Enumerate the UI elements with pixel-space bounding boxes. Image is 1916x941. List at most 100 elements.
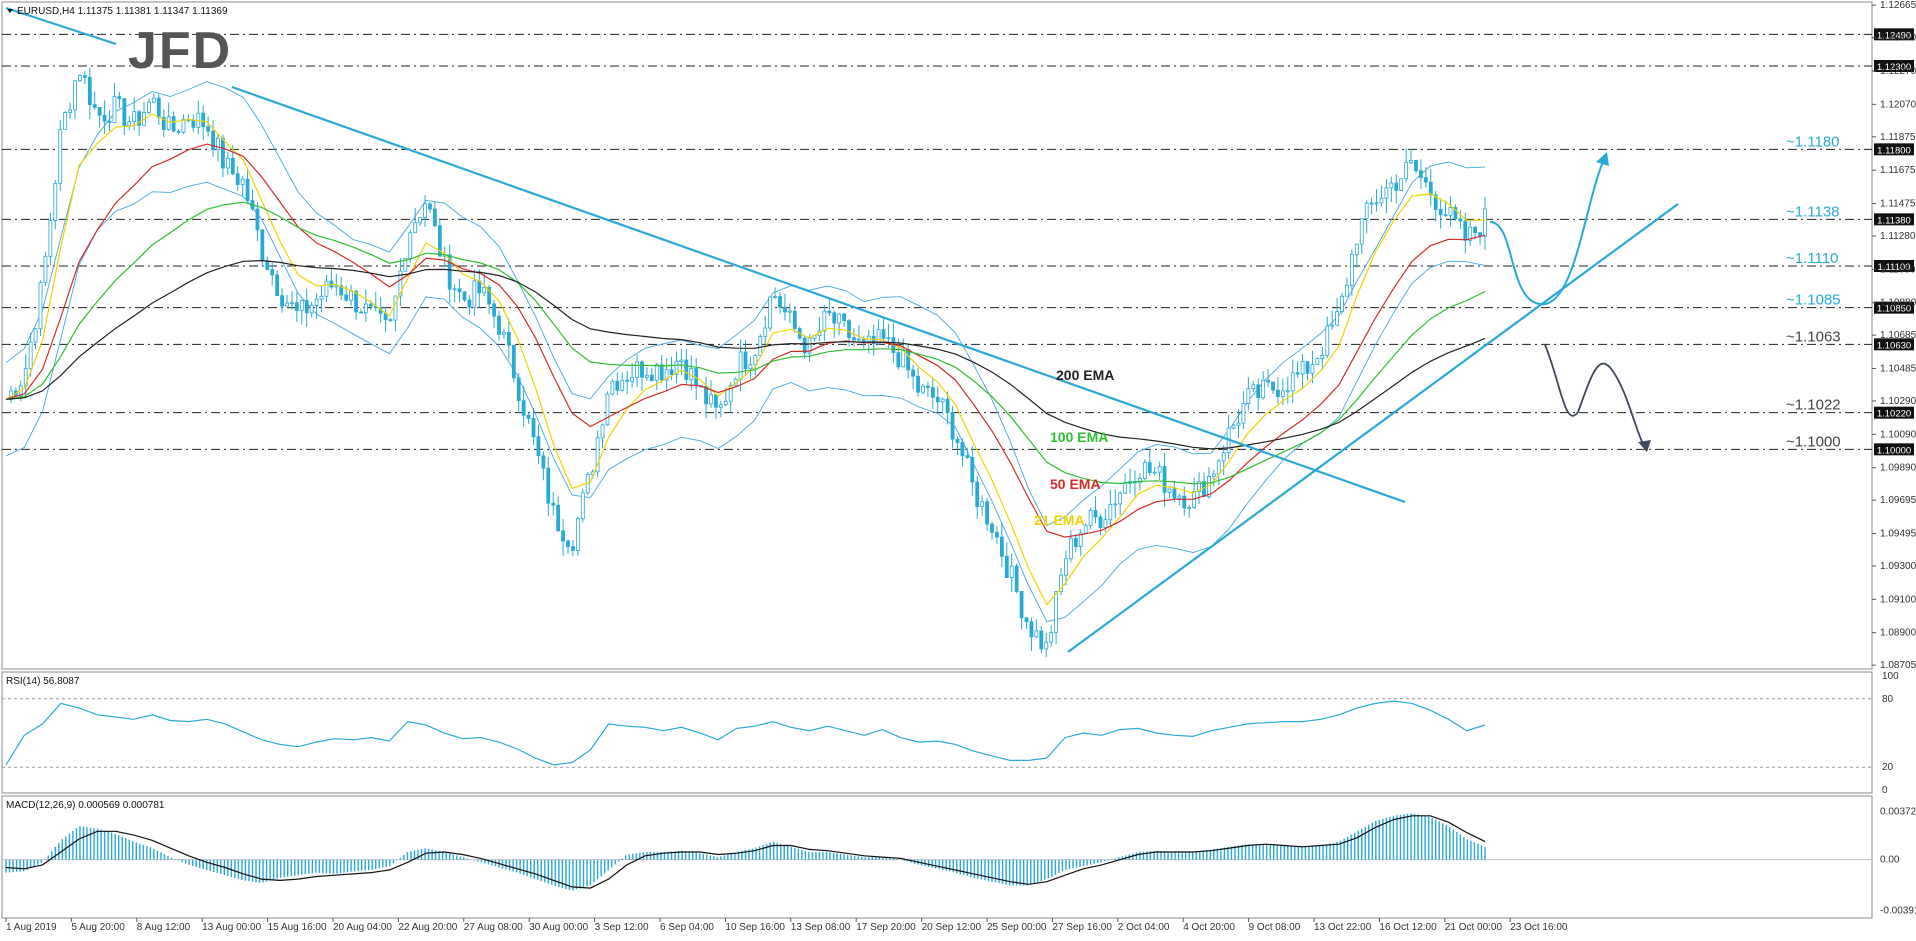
candle-body: [502, 331, 506, 335]
time-tick-label: 13 Sep 08:00: [791, 922, 851, 933]
candle-body: [1113, 503, 1118, 506]
bollinger-lower: [5, 181, 1486, 623]
candle-body: [546, 467, 551, 504]
candle-body: [314, 298, 319, 306]
price-tag-box: [1874, 301, 1914, 314]
price-tag-label: 1.11380: [1877, 215, 1911, 226]
candle-body: [206, 126, 211, 132]
price-tick-label: 1.10090: [1880, 429, 1916, 440]
candle-body: [1059, 574, 1063, 593]
candle-body: [999, 536, 1004, 557]
candle-body: [344, 294, 349, 301]
price-tick-label: 1.09890: [1880, 463, 1916, 474]
time-tick-label: 20 Aug 04:00: [333, 922, 392, 933]
time-tick-label: 22 Aug 20:00: [398, 922, 457, 933]
candle-body: [709, 394, 713, 405]
candle-body: [191, 120, 196, 128]
price-tick-label: 1.11475: [1880, 199, 1916, 210]
candle-body: [526, 414, 531, 419]
candle-body: [1231, 424, 1236, 429]
bearish-projection-path: [1544, 344, 1646, 449]
candle-body: [147, 101, 151, 113]
candle-body: [423, 203, 427, 218]
candle-body: [516, 377, 521, 402]
candle-body: [921, 385, 925, 393]
price-tag-label: 1.11800: [1877, 145, 1911, 156]
candle-body: [221, 137, 225, 169]
time-tick-label: 21 Oct 00:00: [1445, 922, 1503, 933]
candle-body: [1118, 492, 1123, 505]
candle-body: [935, 396, 940, 403]
candle-body: [911, 369, 916, 377]
trendlines: [5, 6, 1679, 653]
candle-body: [245, 178, 250, 202]
candle-body: [63, 112, 68, 131]
candle-body: [876, 329, 881, 345]
candle-body: [413, 222, 418, 234]
time-tick-label: 23 Oct 16:00: [1510, 922, 1568, 933]
price-tick-label: 1.12665: [1880, 0, 1916, 11]
time-tick-label: 27 Aug 08:00: [464, 922, 523, 933]
candle-body: [738, 351, 743, 380]
price-tick-label: 1.08705: [1880, 660, 1916, 671]
price-tick-label: 1.08900: [1880, 628, 1916, 639]
candle-body: [1369, 202, 1374, 205]
candle-body: [916, 375, 920, 393]
candle-body: [728, 384, 733, 402]
candle-body: [1354, 243, 1359, 255]
candle-body: [595, 437, 600, 473]
rsi-tick-label: 20: [1882, 762, 1894, 773]
level-annotation: ~1.1063: [1786, 328, 1841, 345]
candle-body: [556, 504, 561, 532]
price-axis: 1.12490 1.12300 1.11800 1.11380 1.11100 1.108…: [1872, 0, 1916, 671]
candle-body: [1409, 159, 1413, 164]
level-annotation: ~1.1022: [1786, 397, 1841, 414]
candle-body: [1271, 381, 1275, 391]
candle-body: [1088, 510, 1093, 526]
candle-body: [171, 116, 176, 132]
time-tick-label: 10 Sep 16:00: [725, 922, 785, 933]
bullish-projection-path: [1489, 156, 1606, 306]
rsi-panel: 100 80 20 0: [2, 671, 1899, 796]
time-tick-label: 17 Sep 20:00: [856, 922, 916, 933]
price-tag-box: [1874, 143, 1914, 156]
candle-body: [1138, 478, 1142, 484]
candle-body: [497, 315, 501, 335]
candle-body: [107, 120, 112, 123]
candle-body: [792, 310, 797, 329]
candle-body: [1083, 525, 1088, 534]
candle-body: [43, 255, 48, 284]
price-tick-label: 1.10685: [1880, 330, 1916, 341]
candle-body: [980, 501, 985, 507]
candle-body: [664, 369, 669, 381]
candle-body: [950, 412, 955, 440]
candle-body: [334, 285, 339, 288]
candle-body: [166, 116, 171, 130]
price-tag-box: [1874, 213, 1914, 226]
time-tick-label: 15 Aug 16:00: [268, 922, 327, 933]
candle-body: [970, 457, 975, 483]
ema-lines: [5, 113, 1486, 606]
candle-body: [1399, 178, 1404, 191]
candle-body: [472, 280, 477, 308]
candle-body: [679, 359, 684, 362]
price-tag-label: 1.12490: [1877, 30, 1911, 41]
dropdown-triangle-icon[interactable]: [7, 9, 13, 13]
level-annotation: ~1.1110: [1786, 250, 1838, 267]
ema21-line: [5, 113, 1486, 606]
projection-arrows: [1489, 152, 1651, 452]
candle-body: [1049, 632, 1054, 643]
candle-body: [1211, 473, 1216, 477]
candle-body: [1241, 403, 1246, 424]
time-tick-label: 8 Aug 12:00: [137, 922, 191, 933]
candle-body: [1280, 390, 1285, 397]
candle-body: [1142, 462, 1147, 479]
price-tag-label: 1.10000: [1877, 445, 1911, 456]
ema200-line: [5, 259, 1486, 450]
candle-body: [960, 442, 965, 457]
candle-body: [575, 518, 580, 551]
macd-signal-line: [5, 815, 1486, 889]
candle-body: [388, 319, 393, 321]
candle-body: [605, 393, 610, 426]
